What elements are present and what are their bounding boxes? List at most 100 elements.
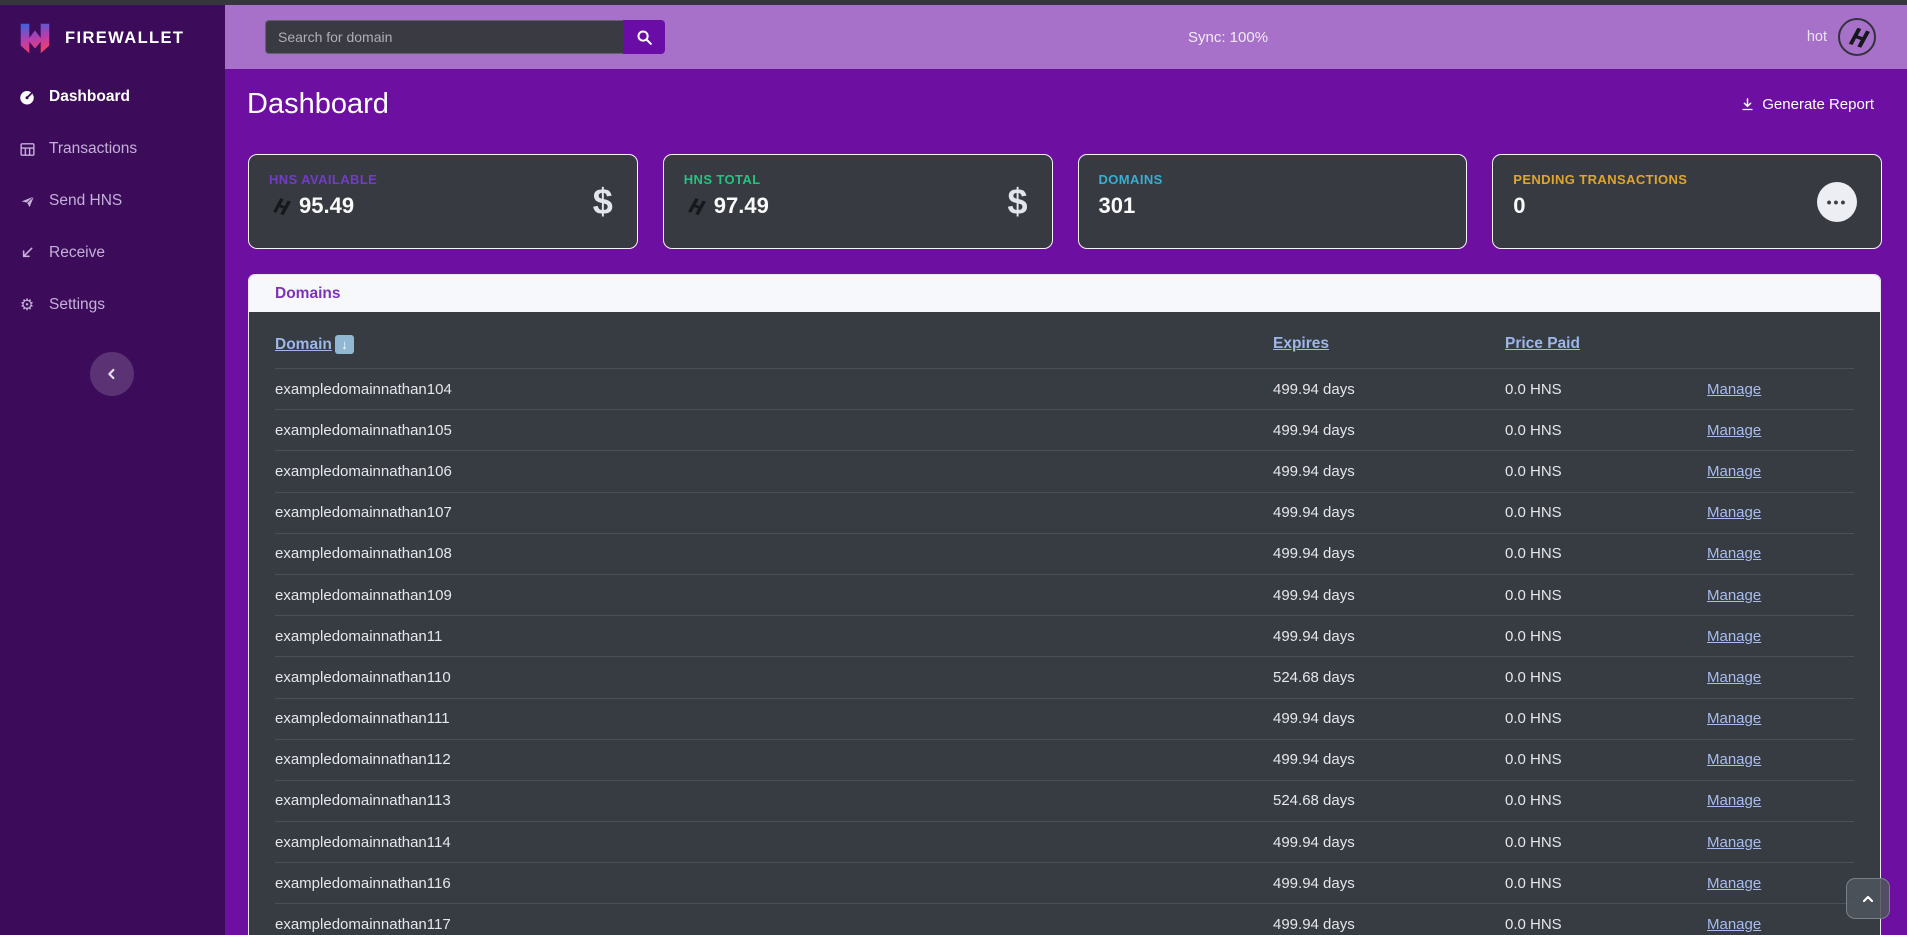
price-cell: 0.0 HNS (1505, 710, 1562, 728)
expires-cell: 524.68 days (1273, 668, 1355, 686)
column-header-expires[interactable]: Expires (1273, 335, 1330, 352)
column-header-domain[interactable]: Domain ↓ (275, 334, 1273, 354)
expires-cell: 499.94 days (1273, 504, 1355, 522)
brand: FIREWALLET (0, 5, 225, 71)
domains-table-header: Domain ↓ Expires Price Paid (275, 312, 1854, 368)
sidebar-item-settings[interactable]: ⚙ Settings (0, 279, 225, 331)
search-button[interactable] (623, 20, 665, 54)
domain-cell: exampledomainnathan112 (275, 751, 451, 769)
card-value: 0 (1513, 193, 1526, 218)
generate-report-label: Generate Report (1762, 96, 1874, 113)
expires-cell: 499.94 days (1273, 833, 1355, 851)
card-label: PENDING TRANSACTIONS (1513, 172, 1688, 187)
manage-link[interactable]: Manage (1707, 462, 1762, 480)
expires-cell: 499.94 days (1273, 462, 1355, 480)
ellipsis-icon[interactable]: ••• (1817, 181, 1857, 222)
search-input[interactable] (265, 20, 623, 54)
manage-link[interactable]: Manage (1707, 710, 1762, 728)
sidebar-item-label: Send HNS (49, 192, 123, 209)
price-cell: 0.0 HNS (1505, 874, 1562, 892)
domain-cell: exampledomainnathan107 (275, 504, 452, 522)
manage-link[interactable]: Manage (1707, 833, 1762, 851)
card-label: HNS AVAILABLE (269, 172, 378, 187)
card-pending-transactions: PENDING TRANSACTIONS 0 ••• (1492, 154, 1882, 249)
generate-report-button[interactable]: Generate Report (1740, 96, 1874, 113)
table-row: exampledomainnathan108 499.94 days 0.0 HNS… (275, 532, 1854, 574)
table-row: exampledomainnathan117 499.94 days 0.0 HNS… (275, 903, 1854, 935)
expires-cell: 499.94 days (1273, 710, 1355, 728)
domain-cell: exampledomainnathan105 (275, 421, 452, 439)
sidebar-item-transactions[interactable]: Transactions (0, 123, 225, 175)
manage-link[interactable]: Manage (1707, 586, 1762, 604)
price-cell: 0.0 HNS (1505, 627, 1562, 645)
window-top-strip (0, 0, 1907, 5)
manage-link[interactable]: Manage (1707, 792, 1762, 810)
expires-cell: 499.94 days (1273, 751, 1355, 769)
price-cell: 0.0 HNS (1505, 668, 1562, 686)
sync-status: Sync: 100% (1188, 28, 1269, 46)
sidebar-item-label: Receive (49, 244, 105, 261)
dollar-sign-icon: $ (1007, 180, 1028, 222)
sort-descending-icon: ↓ (334, 334, 354, 354)
price-cell: 0.0 HNS (1505, 380, 1562, 398)
card-value: 97.49 (684, 193, 1032, 219)
domain-cell: exampledomainnathan111 (275, 710, 450, 728)
expires-cell: 499.94 days (1273, 874, 1355, 892)
topbar: Sync: 100% hot (225, 5, 1907, 69)
sidebar-item-send-hns[interactable]: Send HNS (0, 175, 225, 227)
hns-logo-icon (1848, 27, 1870, 48)
domains-panel-title: Domains (249, 275, 1880, 312)
wallet-name-label: hot (1806, 29, 1827, 45)
search-icon (636, 29, 652, 45)
domain-cell: exampledomainnathan110 (275, 668, 451, 686)
dollar-sign-icon: $ (592, 180, 613, 222)
expires-cell: 499.94 days (1273, 380, 1355, 398)
table-row: exampledomainnathan113 524.68 days 0.0 HNS… (275, 779, 1854, 821)
manage-link[interactable]: Manage (1707, 627, 1762, 645)
domain-cell: exampledomainnathan113 (275, 792, 451, 810)
column-header-price-paid[interactable]: Price Paid (1505, 335, 1580, 352)
table-row: exampledomainnathan114 499.94 days 0.0 HNS… (275, 821, 1854, 862)
manage-link[interactable]: Manage (1707, 421, 1762, 439)
sidebar-collapse-button[interactable] (90, 352, 134, 396)
manage-link[interactable]: Manage (1707, 380, 1762, 398)
expires-cell: 499.94 days (1273, 586, 1355, 604)
table-row: exampledomainnathan104 499.94 days 0.0 HNS… (275, 368, 1854, 409)
domain-cell: exampledomainnathan116 (275, 874, 451, 892)
price-cell: 0.0 HNS (1505, 751, 1562, 769)
card-label: HNS TOTAL (683, 172, 761, 187)
manage-link[interactable]: Manage (1707, 751, 1762, 769)
scroll-to-top-button[interactable] (1846, 878, 1890, 919)
expires-cell: 524.68 days (1273, 792, 1355, 810)
manage-link[interactable]: Manage (1707, 916, 1762, 934)
manage-link[interactable]: Manage (1707, 504, 1762, 522)
card-value: 95.49 (269, 193, 617, 219)
receive-arrow-icon (17, 245, 37, 261)
manage-link[interactable]: Manage (1707, 545, 1762, 563)
table-row: exampledomainnathan111 499.94 days 0.0 HNS… (275, 697, 1854, 739)
card-hns-total: HNS TOTAL 97.49 $ (662, 154, 1053, 249)
table-row: exampledomainnathan116 499.94 days 0.0 HNS… (275, 862, 1854, 903)
sidebar-item-receive[interactable]: Receive (0, 227, 225, 279)
table-row: exampledomainnathan112 499.94 days 0.0 HNS… (275, 738, 1854, 780)
price-cell: 0.0 HNS (1505, 462, 1562, 480)
sidebar-item-label: Settings (49, 296, 106, 313)
download-icon (1742, 98, 1753, 111)
hns-logo-icon (273, 198, 291, 216)
hns-logo-icon (687, 198, 706, 216)
table-row: exampledomainnathan11 499.94 days 0.0 HNS M… (275, 615, 1854, 656)
gauge-icon (17, 88, 37, 106)
expires-cell: 499.94 days (1273, 627, 1355, 645)
card-label: DOMAINS (1098, 172, 1163, 187)
expires-cell: 499.94 days (1273, 421, 1355, 439)
hns-wallet-logo[interactable] (1838, 18, 1876, 56)
manage-link[interactable]: Manage (1707, 874, 1762, 892)
sidebar-item-dashboard[interactable]: Dashboard (0, 71, 225, 123)
table-row: exampledomainnathan110 524.68 days 0.0 HNS… (275, 656, 1854, 697)
send-icon (17, 193, 37, 210)
domain-cell: exampledomainnathan117 (275, 916, 451, 934)
price-cell: 0.0 HNS (1505, 545, 1562, 563)
expires-cell: 499.94 days (1273, 545, 1355, 563)
table-icon (17, 141, 37, 158)
manage-link[interactable]: Manage (1707, 668, 1762, 686)
